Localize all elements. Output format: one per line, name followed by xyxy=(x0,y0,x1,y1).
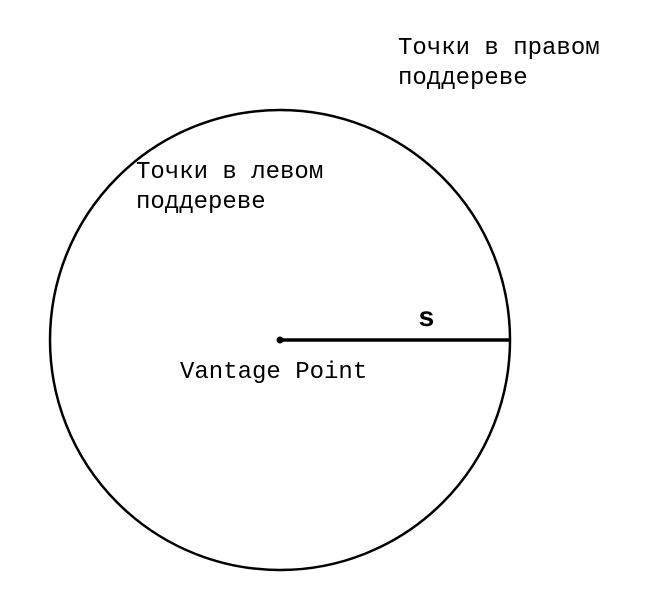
right-subtree-label-line2: поддереве xyxy=(398,65,528,92)
left-subtree-label-line2: поддереве xyxy=(136,189,266,216)
vp-tree-diagram: Точки в правом поддереве Точки в левом п… xyxy=(0,0,650,599)
left-subtree-label: Точки в левом поддереве xyxy=(136,159,338,216)
radius-label: s xyxy=(418,304,435,335)
left-subtree-label-line1: Точки в левом xyxy=(136,159,323,186)
vantage-point-dot xyxy=(277,337,284,344)
right-subtree-label: Точки в правом поддереве xyxy=(398,35,614,92)
vantage-point-label: Vantage Point xyxy=(180,359,367,386)
right-subtree-label-line1: Точки в правом xyxy=(398,35,600,62)
